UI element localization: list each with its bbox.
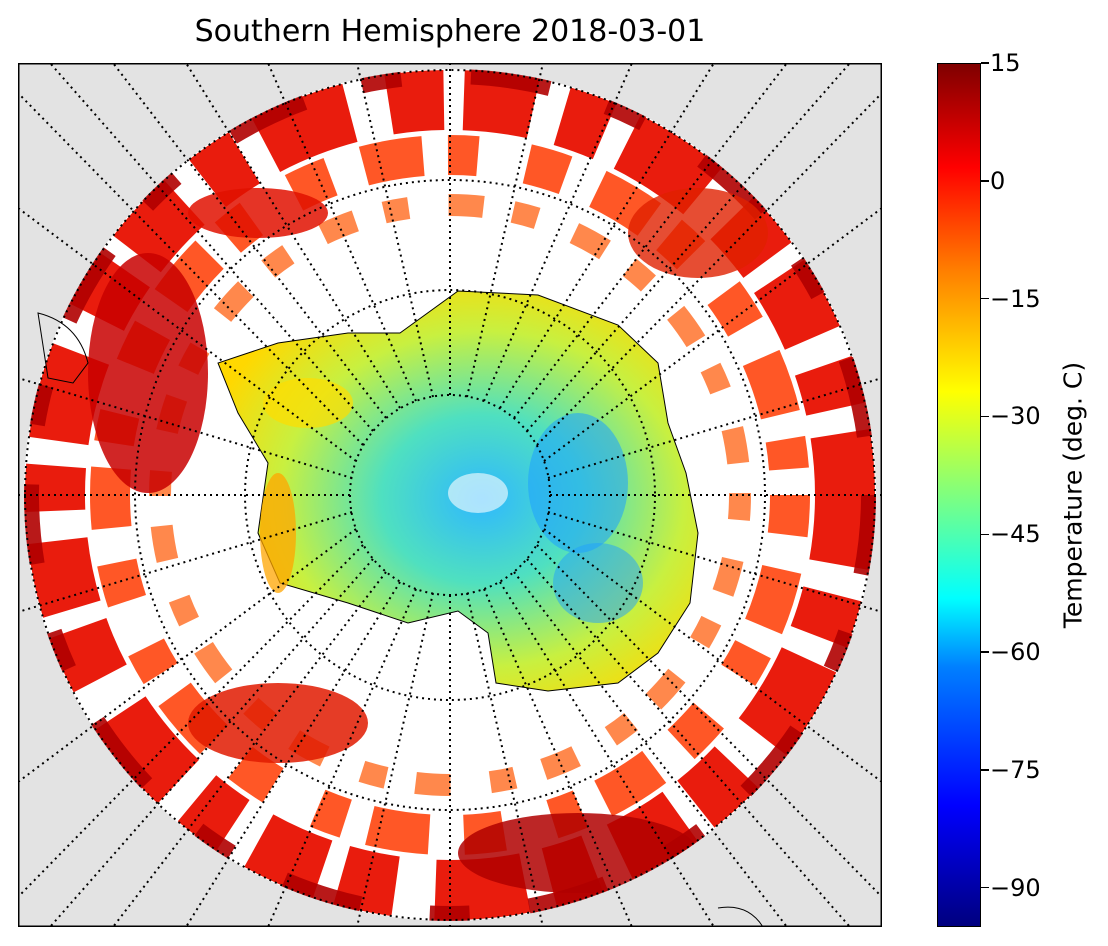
map-title: Southern Hemisphere 2018-03-01: [194, 14, 706, 49]
colorbar-tick-label: −90: [990, 873, 1041, 902]
colorbar-tick: [981, 651, 989, 653]
colorbar-tick-label: −15: [990, 284, 1041, 313]
colorbar: [937, 63, 981, 927]
meridian-lines: [17, 62, 883, 928]
colorbar-tick: [981, 297, 989, 300]
colorbar-tick: [981, 62, 989, 64]
colorbar-tick: [981, 769, 989, 771]
colorbar-tick-label: 15: [990, 49, 1021, 77]
polar-map: [17, 62, 883, 928]
colorbar-tick: [981, 533, 989, 536]
colorbar-label: Temperature (deg. C): [1058, 361, 1088, 629]
map-border: [18, 63, 882, 927]
colorbar-tick-label: −60: [990, 638, 1041, 667]
colorbar-tick-label: −45: [990, 520, 1041, 549]
map-svg: [17, 62, 883, 928]
colorbar-tick: [981, 415, 989, 418]
coastline-fragment: [717, 906, 764, 928]
south-america-outline: [37, 312, 89, 384]
colorbar-tick-label: −75: [990, 755, 1041, 784]
colorbar-tick-label: 0: [990, 166, 1006, 195]
colorbar-tick-label: −30: [990, 402, 1041, 431]
colorbar-tick: [981, 886, 989, 889]
colorbar-tick: [981, 180, 989, 182]
